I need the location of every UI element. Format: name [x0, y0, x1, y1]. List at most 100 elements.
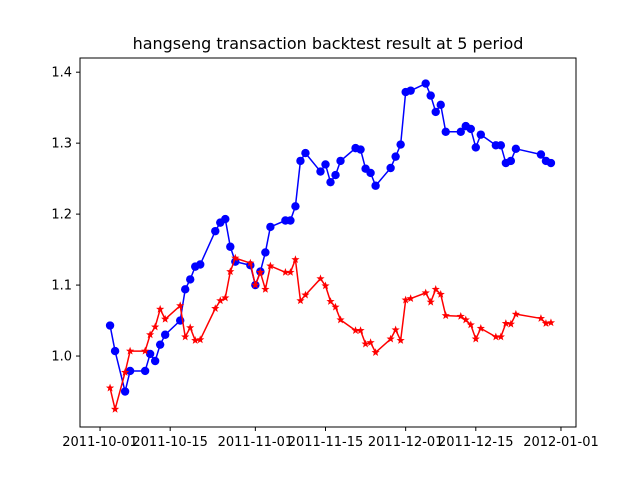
- series-2-point-38: [371, 348, 380, 356]
- series-2-point-28: [301, 290, 310, 299]
- series-2-point-20: [251, 280, 260, 289]
- series-2-point-32: [331, 302, 340, 311]
- series-1-point-7: [155, 340, 165, 349]
- series-2-point-31: [326, 297, 335, 305]
- series-2-point-11: [186, 323, 195, 332]
- series-2-point-59: [536, 314, 546, 322]
- x-tick-label-0: 2011-10-01: [62, 435, 138, 450]
- series-1-point-22: [261, 248, 270, 257]
- series-1: [105, 79, 556, 396]
- series-2-point-34: [351, 326, 360, 334]
- series-1-point-32: [331, 170, 340, 180]
- series-1-point-38: [371, 181, 380, 190]
- series-1-point-3: [125, 366, 135, 376]
- series-2-point-53: [476, 324, 485, 332]
- series-2-point-12: [191, 336, 200, 344]
- series-1-point-6: [150, 356, 160, 366]
- series-2-point-14: [211, 304, 220, 312]
- series-2-point-37: [366, 338, 375, 347]
- series-2-point-0: [105, 383, 115, 392]
- series-1-point-45: [426, 91, 435, 100]
- series-1-point-2: [120, 387, 130, 396]
- series-2-point-56: [501, 319, 510, 327]
- series-1-point-4: [140, 366, 150, 376]
- series-2-point-3: [126, 346, 135, 355]
- series-2-point-7: [156, 304, 165, 313]
- series-1-point-10: [181, 285, 190, 294]
- series-1-point-28: [301, 148, 310, 158]
- series-1-point-14: [211, 226, 220, 236]
- x-tick-label-2: 2011-11-01: [218, 435, 294, 450]
- series-1-point-57: [506, 156, 516, 166]
- series-2-point-17: [226, 267, 235, 276]
- series-2-point-43: [406, 294, 415, 303]
- y-tick-label-0: 1.0: [51, 350, 72, 365]
- series-2-point-6: [151, 322, 160, 331]
- series-2-point-10: [181, 332, 190, 341]
- series-1-point-61: [546, 158, 556, 168]
- x-tick-label-1: 2011-10-15: [132, 435, 208, 450]
- series-2-point-13: [196, 335, 205, 344]
- series-2-point-33: [336, 315, 345, 324]
- series-1-point-0: [105, 321, 115, 330]
- series-1-point-59: [536, 150, 546, 159]
- series-1-point-51: [466, 124, 475, 134]
- series-2-point-44: [421, 288, 430, 297]
- series-1-point-41: [396, 140, 405, 149]
- series-1-point-1: [110, 346, 120, 356]
- series-1-point-48: [441, 127, 450, 136]
- series-2-point-23: [266, 261, 275, 270]
- series-2-point-36: [361, 339, 370, 348]
- series-2-point-41: [396, 336, 405, 344]
- series-1-point-39: [386, 163, 395, 173]
- series-2-point-60: [541, 319, 551, 327]
- series-1-point-30: [321, 160, 330, 169]
- series-1-point-26: [291, 202, 300, 211]
- x-tick-label-4: 2011-12-01: [368, 435, 444, 450]
- series-2-point-57: [506, 319, 515, 328]
- series-2-point-50: [461, 315, 470, 324]
- series-1-point-52: [471, 143, 480, 152]
- series-2-point-54: [491, 332, 500, 341]
- series-1-point-33: [336, 156, 345, 166]
- series-1-point-27: [296, 156, 305, 166]
- series-1-point-53: [476, 130, 486, 139]
- series-2-point-30: [321, 281, 330, 290]
- y-tick-label-4: 1.4: [51, 66, 72, 81]
- series-2-point-51: [466, 320, 475, 329]
- series-2-point-9: [176, 301, 185, 310]
- series-2-point-35: [356, 326, 365, 334]
- series-2-point-29: [316, 274, 325, 283]
- series-1-point-46: [431, 107, 440, 117]
- series-1-point-25: [286, 216, 295, 225]
- series-2-point-19: [246, 258, 255, 267]
- series-2-point-42: [401, 295, 410, 304]
- series-2-point-25: [286, 268, 295, 276]
- x-tick-label-3: 2011-11-15: [288, 435, 364, 450]
- series-1-point-55: [496, 141, 506, 150]
- series-2-point-26: [291, 255, 300, 264]
- series-1-point-58: [511, 144, 521, 154]
- series-2-point-22: [261, 285, 270, 293]
- series-2-point-52: [471, 334, 480, 343]
- series-1-point-44: [421, 79, 430, 88]
- series-1-point-37: [366, 168, 375, 178]
- series-1-point-5: [145, 349, 155, 359]
- series-1-point-49: [456, 127, 465, 136]
- series-1-point-29: [316, 167, 325, 176]
- series-2-point-58: [511, 309, 520, 318]
- series-1-point-16: [221, 214, 230, 224]
- y-tick-label-1: 1.1: [51, 279, 72, 294]
- series-2-point-15: [216, 296, 225, 305]
- series-1-point-11: [186, 275, 195, 284]
- plot-frame: [79, 57, 577, 428]
- chart-title: hangseng transaction backtest result at …: [133, 34, 524, 53]
- series-2-point-61: [546, 318, 556, 327]
- series-1-point-47: [436, 100, 445, 110]
- series-2-point-27: [296, 296, 305, 305]
- series-1-point-17: [226, 242, 235, 251]
- series-2-point-2: [121, 368, 130, 376]
- series-2-point-49: [456, 312, 465, 320]
